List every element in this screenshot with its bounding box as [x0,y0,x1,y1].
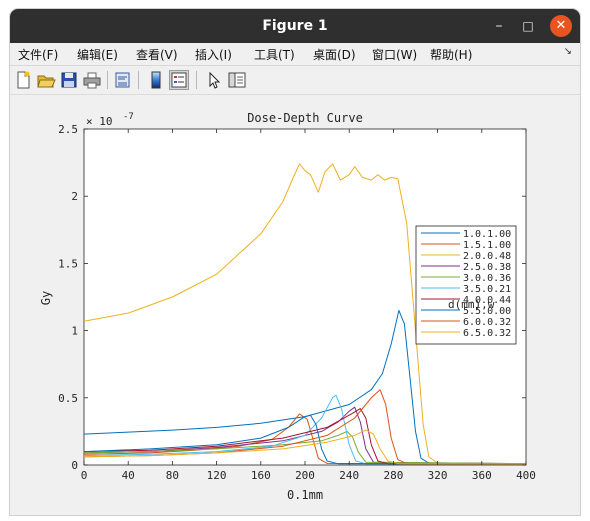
series-line-7 [83,408,527,465]
x-tick-label: 120 [207,469,227,482]
series-line-2 [83,413,527,465]
legend-box [415,225,517,345]
legend-entry: 3.0.0.36 [463,273,511,284]
print-preview-icon[interactable] [113,70,133,90]
y-axis-label: Gy [39,291,53,305]
toolbar [10,66,580,95]
menu-item[interactable]: 编辑(E) [77,48,118,62]
menu-bar: ↘ 文件(F) 编辑(E) 查看(V) 插入(I) 工具(T) 桌面(D) 窗口(W) 帮助(… [10,43,580,66]
legend-entry: 1.5.1.00 [463,240,511,251]
menu-item[interactable]: 帮助(H) [430,48,473,62]
menu-item[interactable]: 插入(I) [195,48,232,62]
y-exponent-power: -7 [123,112,134,122]
series-line-1 [83,309,527,465]
legend-entry: 6.0.0.32 [463,317,511,328]
legend-entry: 5.5.0.00 [463,306,511,317]
series-line-5 [83,430,527,465]
y-tick-label: 2 [71,190,78,203]
legend-entry: 4.0.0.44 [463,295,511,306]
save-icon[interactable] [59,70,79,90]
property-editor-icon[interactable] [227,70,247,90]
x-tick-label: 400 [516,469,536,482]
print-icon[interactable] [82,70,102,90]
menu-overflow-icon[interactable]: ↘ [563,46,572,57]
menu-item[interactable]: 工具(T) [254,48,295,62]
maximize-button[interactable]: □ [522,19,534,33]
series-line-8 [83,414,527,465]
window-title: Figure 1 [262,18,328,34]
y-tick-label: 1 [71,325,78,338]
series-line-10 [83,429,527,465]
x-tick-label: 280 [383,469,403,482]
y-tick-label: 1.5 [58,257,78,270]
minimize-button[interactable]: – [495,18,503,34]
x-tick-label: 0 [81,469,88,482]
x-tick-label: 40 [122,469,135,482]
x-axis-label: 0.1mm [287,488,323,502]
series-line-6 [83,394,527,465]
menu-item[interactable]: 桌面(D) [313,48,356,62]
series-line-3 [83,163,527,465]
x-tick-label: 200 [295,469,315,482]
menu-item[interactable]: 查看(V) [136,48,178,62]
pointer-icon[interactable] [204,70,224,90]
legend-entry: 6.5.0.32 [463,328,511,339]
toolbar-separator [196,71,197,89]
legend-entry: 3.5.0.21 [463,284,511,295]
close-button[interactable]: ✕ [550,15,572,37]
x-tick-label: 360 [472,469,492,482]
title-bar: Figure 1 – □ ✕ [10,9,580,43]
legend-entry: 2.5.0.38 [463,262,511,273]
x-tick-label: 240 [339,469,359,482]
figure-window: Figure 1 – □ ✕ ↘ 文件(F) 编辑(E) 查看(V) 插入(I) 工具(… [10,9,580,515]
x-tick-label: 320 [428,469,448,482]
legend-entry: 2.0.0.48 [463,251,511,262]
y-tick-label: 0 [71,459,78,472]
y-tick-label: 2.5 [58,123,78,136]
x-tick-label: 80 [166,469,179,482]
x-tick-label: 160 [251,469,271,482]
chart-title: Dose-Depth Curve [247,111,363,125]
legend-icon[interactable] [169,70,189,90]
menu-item[interactable]: 窗口(W) [372,48,418,62]
legend-entry: 1.0.1.00 [463,229,511,240]
new-figure-icon[interactable] [13,70,33,90]
figure-canvas: 0 40 80 120 160 200 240 280 320 360 400 0 0.5 1 1.5 2 2.… [10,95,580,515]
toolbar-separator [138,71,139,89]
legend-annotation: d(mm),w [448,298,495,311]
dose-depth-chart: 0 40 80 120 160 200 240 280 320 360 400 0 0.5 1 1.5 2 2.… [39,111,536,502]
y-exponent-label: × 10 [86,115,113,128]
menu-item[interactable]: 文件(F) [18,48,59,62]
open-file-icon[interactable] [36,70,56,90]
toolbar-separator [107,71,108,89]
colorbar-icon[interactable] [146,70,166,90]
y-tick-label: 0.5 [58,392,78,405]
